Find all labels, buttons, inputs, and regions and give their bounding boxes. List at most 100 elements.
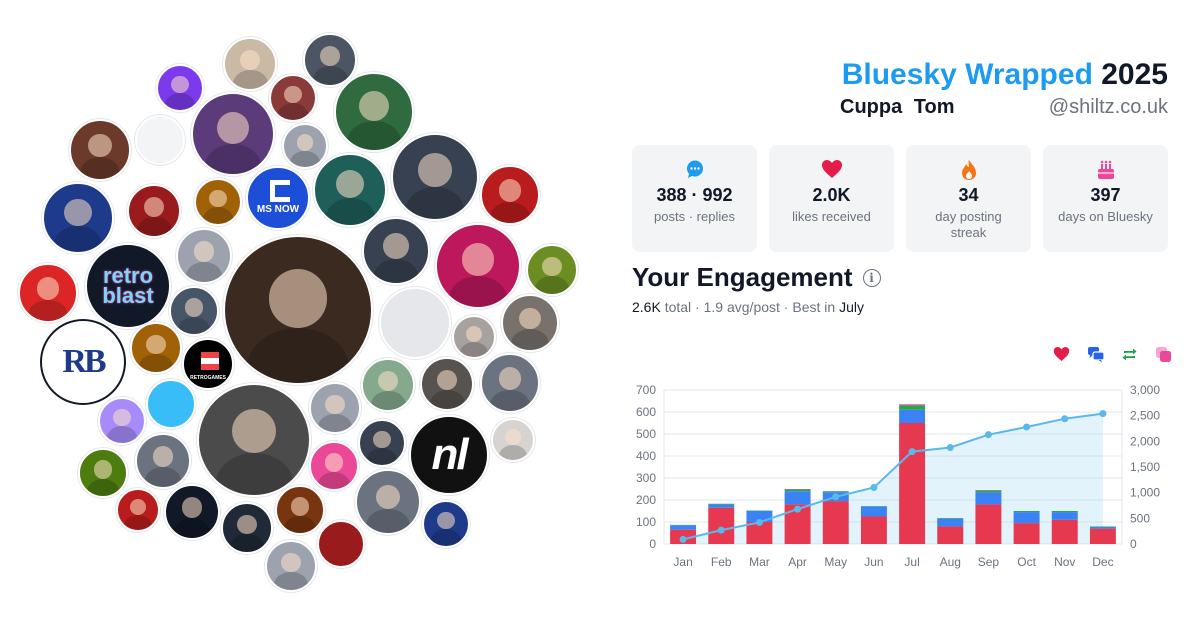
stat-card-likes: 2.0K likes received — [769, 145, 894, 252]
repost-icon[interactable] — [1121, 346, 1138, 363]
avatar — [379, 287, 451, 359]
avatar — [164, 484, 220, 540]
avatar — [42, 182, 114, 254]
avatar — [480, 165, 540, 225]
x-tick-label: Aug — [940, 555, 961, 569]
avatar — [317, 520, 365, 568]
stats-row: 388 · 992 posts · replies 2.0K likes rec… — [632, 145, 1168, 252]
stat-label: likes received — [792, 209, 871, 224]
x-tick-label: Jun — [864, 555, 883, 569]
engagement-avg: 1.9 avg/post — [703, 299, 780, 315]
bar-segment — [784, 489, 811, 492]
bar-segment — [975, 490, 1002, 493]
y-tick-label: 500 — [636, 427, 656, 441]
avatar — [452, 315, 496, 359]
msnow-logo-mark — [270, 180, 290, 202]
flame-icon — [906, 159, 1031, 181]
avatar — [358, 419, 406, 467]
y-tick-label: 0 — [649, 537, 656, 551]
bar-segment — [746, 511, 773, 522]
avatar — [146, 379, 196, 429]
quote-icon[interactable] — [1155, 346, 1172, 363]
avatar — [309, 441, 359, 491]
stat-value: 34 — [958, 185, 979, 205]
bar-segment — [899, 423, 926, 544]
y2-tick-label: 3,000 — [1130, 383, 1160, 397]
x-tick-label: Nov — [1054, 555, 1075, 569]
y2-tick-label: 2,000 — [1130, 434, 1160, 448]
avatar — [98, 397, 146, 445]
engagement-total: 2.6K — [632, 299, 661, 315]
bar-segment — [899, 409, 926, 423]
bar-segment — [670, 525, 697, 530]
stat-label: day posting streak — [935, 209, 1002, 240]
cumulative-point — [1061, 415, 1069, 423]
avatar: retro blast — [85, 243, 171, 329]
y2-tick-label: 500 — [1130, 511, 1150, 525]
avatar — [169, 286, 219, 336]
cumulative-point — [870, 484, 878, 492]
avatar — [391, 133, 479, 221]
avatar — [197, 383, 311, 497]
avatar — [135, 433, 191, 489]
x-tick-label: Mar — [749, 555, 770, 569]
avatar-logo-text: nl — [431, 430, 468, 480]
avatar: MS NOW — [246, 166, 310, 230]
y-tick-label: 200 — [636, 493, 656, 507]
cumulative-point — [717, 526, 725, 534]
heart-icon — [769, 159, 894, 181]
avatar — [422, 500, 470, 548]
avatar: nl — [409, 415, 489, 495]
bar-segment — [975, 492, 1002, 505]
avatar — [269, 74, 317, 122]
y2-tick-label: 0 — [1130, 537, 1137, 551]
y-tick-label: 600 — [636, 405, 656, 419]
avatar-cluster: MS NOW retro blast RB RETROGAMES nl — [18, 33, 578, 592]
stat-label: posts · replies — [654, 209, 735, 224]
title-year: 2025 — [1101, 58, 1168, 91]
bar-segment — [822, 491, 849, 493]
avatar — [223, 37, 277, 91]
avatar — [491, 418, 535, 462]
heart-icon[interactable] — [1053, 346, 1070, 363]
avatar — [362, 217, 430, 285]
engagement-total-word: total — [664, 299, 692, 315]
avatar — [282, 123, 328, 169]
engagement-best-prefix: Best in — [792, 299, 836, 315]
stat-card-days: 397 days on Bluesky — [1043, 145, 1168, 252]
user-handle: @shiltz.co.uk — [1048, 96, 1168, 118]
avatar — [78, 448, 128, 498]
avatar — [116, 488, 160, 532]
bar-segment — [899, 404, 926, 406]
bar-segment — [860, 516, 887, 544]
reply-icon[interactable] — [1087, 346, 1105, 363]
avatar — [309, 382, 361, 434]
engagement-title: Your Engagement — [632, 262, 853, 292]
bar-segment — [1013, 512, 1040, 524]
x-tick-label: Dec — [1092, 555, 1113, 569]
cumulative-point — [832, 493, 840, 501]
y-tick-label: 700 — [636, 383, 656, 397]
info-icon[interactable]: i — [862, 268, 881, 287]
bar-segment — [1051, 512, 1078, 520]
avatar-logo-text: retro blast — [87, 245, 169, 327]
avatar — [303, 33, 357, 87]
cumulative-point — [1099, 410, 1107, 418]
chat-bubble-icon — [632, 159, 757, 181]
engagement-chart: 0 100 200 300 400 500 600 700 0 500 1,000 1,500 2,00… — [636, 383, 1160, 569]
avatar — [176, 228, 232, 284]
x-tick-label: Sep — [978, 555, 1000, 569]
avatar-logo-text: MS NOW — [256, 204, 300, 215]
stat-value: 397 — [1090, 185, 1121, 205]
x-tick-label: Apr — [788, 555, 807, 569]
y-tick-label: 300 — [636, 471, 656, 485]
bar-segment — [860, 506, 887, 517]
bar-segment — [1089, 528, 1116, 544]
bar-segment — [899, 405, 926, 410]
logo-line: retro — [102, 263, 154, 289]
avatar — [480, 353, 540, 413]
bar-segment — [1051, 519, 1078, 544]
engagement-summary: 2.6K total · 1.9 avg/post · Best in July — [632, 299, 864, 315]
cumulative-point — [679, 535, 687, 543]
cumulative-point — [794, 505, 802, 513]
